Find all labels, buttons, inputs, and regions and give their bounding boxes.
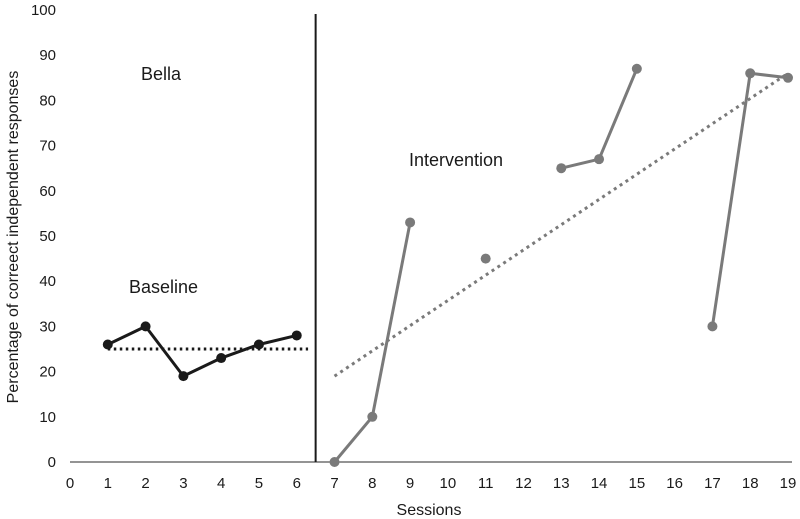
data-point [141,321,151,331]
x-tick-label: 12 [515,475,532,492]
data-point [367,412,377,422]
data-point [405,217,415,227]
series-line [712,73,788,326]
y-tick-label: 90 [39,47,56,64]
y-tick-label: 50 [39,228,56,245]
x-tick-label: 4 [217,475,225,492]
data-point [254,339,264,349]
x-tick-label: 9 [406,475,414,492]
x-tick-label: 14 [591,475,608,492]
data-point [216,353,226,363]
data-point [556,163,566,173]
y-tick-label: 10 [39,409,56,426]
trend-line [335,73,788,376]
data-point [330,457,340,467]
x-tick-label: 2 [141,475,149,492]
data-point [632,64,642,74]
x-tick-label: 18 [742,475,759,492]
trend-layer [108,73,788,376]
series-layer [103,64,793,467]
y-tick-label: 100 [31,2,56,19]
series-line [335,222,411,462]
y-tick-label: 20 [39,364,56,381]
x-tick-label: 13 [553,475,570,492]
intervention-label: Intervention [409,150,503,170]
x-tick-label: 11 [478,475,494,492]
x-tick-label: 0 [66,475,74,492]
x-tick-label: 3 [179,475,187,492]
baseline-label: Baseline [129,277,198,297]
x-tick-label: 10 [440,475,457,492]
chart: 0 1 2 3 4 5 6 7 8 9 10 11 12 13 14 15 16 17 18 190102030405… [0,0,800,519]
data-point [594,154,604,164]
data-point [745,68,755,78]
x-tick-label: 5 [255,475,263,492]
x-tick-label: 19 [780,475,797,492]
x-tick-label: 8 [368,475,376,492]
data-point [103,339,113,349]
x-tick-label: 17 [704,475,721,492]
x-axis-title: Sessions [397,502,462,519]
x-tick-label: 6 [293,475,301,492]
x-tick-label: 16 [666,475,683,492]
participant-label: Bella [141,64,182,84]
data-point [783,73,793,83]
data-point [178,371,188,381]
data-point [707,321,717,331]
y-tick-label: 0 [48,454,56,471]
x-tick-label: 1 [104,475,112,492]
series-line [108,326,297,376]
y-axis-title: Percentage of correect independent respo… [5,71,22,404]
data-point [292,330,302,340]
y-tick-label: 70 [39,138,56,155]
y-tick-label: 60 [39,183,56,200]
x-tick-label: 7 [330,475,338,492]
x-tick-label: 15 [628,475,645,492]
series-line [561,69,637,168]
y-tick-label: 30 [39,318,56,335]
y-tick-label: 40 [39,273,56,290]
data-point [481,254,491,264]
y-tick-label: 80 [39,92,56,109]
